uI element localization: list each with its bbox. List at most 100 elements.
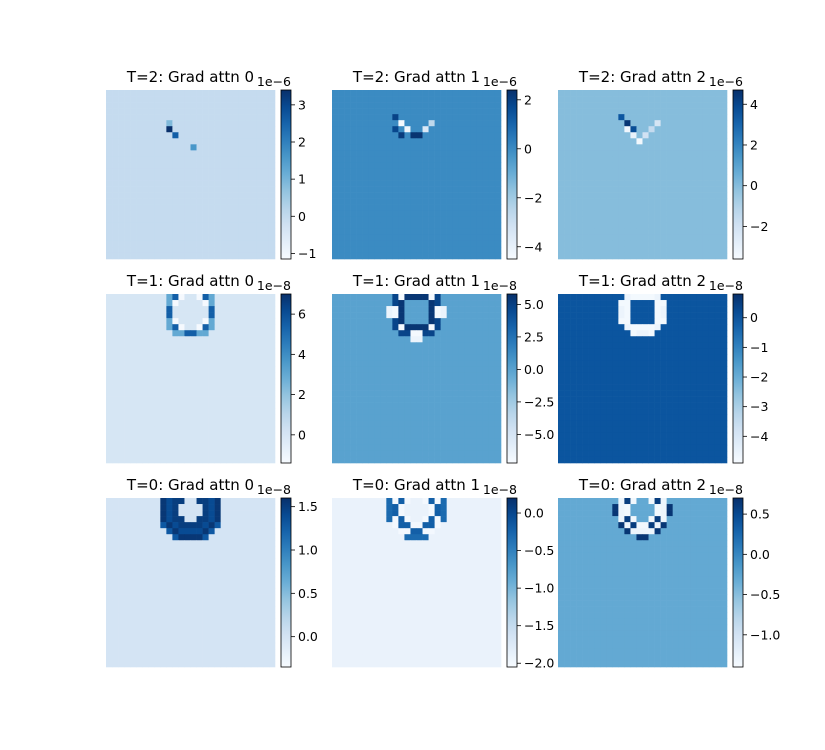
heatmap-cell xyxy=(344,402,351,409)
heatmap-cell xyxy=(666,384,673,391)
heatmap-cell xyxy=(702,306,710,313)
heatmap-cell xyxy=(142,324,149,331)
heatmap-cell xyxy=(226,330,234,337)
heatmap-cell xyxy=(428,252,435,260)
heatmap-cell xyxy=(172,456,179,464)
heatmap-cell xyxy=(220,384,228,391)
heatmap-cell xyxy=(558,216,565,224)
heatmap-cell xyxy=(220,246,228,254)
heatmap-cell xyxy=(684,402,692,409)
heatmap-cell xyxy=(368,138,375,145)
heatmap-cell xyxy=(112,510,119,517)
heatmap-cell xyxy=(428,132,435,139)
colorbar-tick-label: −5.0 xyxy=(524,427,554,442)
heatmap-cell xyxy=(262,102,270,109)
heatmap-cell xyxy=(660,330,667,337)
heatmap-cell xyxy=(130,456,137,464)
heatmap-cell xyxy=(244,102,252,109)
heatmap-cell xyxy=(440,156,447,163)
heatmap-cell xyxy=(482,252,490,260)
heatmap-cell xyxy=(714,420,722,428)
heatmap-cell xyxy=(564,294,571,301)
heatmap-cell xyxy=(570,312,577,319)
heatmap-cell xyxy=(434,186,441,193)
heatmap-cell xyxy=(136,390,143,397)
heatmap-cell xyxy=(250,240,258,248)
heatmap-cell xyxy=(470,348,478,355)
heatmap-cell xyxy=(440,336,447,343)
heatmap-cell xyxy=(672,414,680,422)
heatmap-cell xyxy=(428,120,435,127)
heatmap-cell xyxy=(368,192,375,199)
heatmap-cell xyxy=(356,90,363,97)
heatmap-cell xyxy=(136,510,143,517)
heatmap-cell xyxy=(404,402,411,409)
heatmap-cell xyxy=(576,324,583,331)
heatmap-cell xyxy=(184,348,191,355)
heatmap-cell xyxy=(172,372,179,379)
heatmap-cell xyxy=(226,180,234,187)
heatmap-cell xyxy=(630,312,637,319)
heatmap-cell xyxy=(256,414,264,422)
heatmap-cell xyxy=(238,342,246,349)
heatmap-cell xyxy=(124,372,131,379)
heatmap-cell xyxy=(268,96,276,103)
heatmap-cell xyxy=(482,372,490,379)
heatmap-cell xyxy=(214,138,221,145)
heatmap-cell xyxy=(594,450,601,458)
heatmap-cell xyxy=(190,504,197,511)
heatmap-cell xyxy=(690,318,698,325)
heatmap-cell xyxy=(166,420,173,428)
heatmap-cell xyxy=(464,330,472,337)
heatmap-cell xyxy=(582,300,589,307)
heatmap-cell xyxy=(684,390,692,397)
heatmap-cell xyxy=(244,144,252,151)
heatmap-cell xyxy=(356,390,363,397)
heatmap-cell xyxy=(558,204,565,212)
heatmap-cell xyxy=(368,348,375,355)
heatmap-cell xyxy=(386,252,393,260)
heatmap-cell xyxy=(488,90,496,97)
heatmap-cell xyxy=(332,432,339,440)
heatmap-cell xyxy=(482,216,490,224)
heatmap-cell xyxy=(618,414,625,422)
heatmap-cell xyxy=(600,120,607,127)
heatmap-cell xyxy=(148,444,155,452)
heatmap-cell xyxy=(130,198,137,205)
heatmap-cell xyxy=(642,198,649,205)
heatmap-cell xyxy=(350,234,357,242)
heatmap-cell xyxy=(178,150,185,157)
heatmap-cell xyxy=(220,426,228,434)
heatmap-cell xyxy=(256,120,264,127)
heatmap-cell xyxy=(386,390,393,397)
heatmap-cell xyxy=(642,360,649,367)
heatmap-cell xyxy=(392,378,399,385)
heatmap-cell xyxy=(654,312,661,319)
heatmap-cell xyxy=(404,360,411,367)
heatmap-cell xyxy=(344,102,351,109)
heatmap-cell xyxy=(178,432,185,440)
heatmap-cell xyxy=(660,378,667,385)
heatmap-cell xyxy=(344,342,351,349)
heatmap-cell xyxy=(362,438,369,446)
heatmap-cell xyxy=(112,132,119,139)
heatmap-cell xyxy=(130,534,137,541)
heatmap-cell xyxy=(250,168,258,175)
heatmap-cell xyxy=(386,384,393,391)
heatmap-cell xyxy=(488,228,496,236)
heatmap-cell xyxy=(268,204,276,212)
heatmap-cell xyxy=(202,378,209,385)
heatmap-cell xyxy=(606,96,613,103)
heatmap-cell xyxy=(452,156,460,163)
heatmap-cell xyxy=(624,168,631,175)
heatmap-cell xyxy=(488,342,496,349)
heatmap-cell xyxy=(422,156,429,163)
heatmap-cell xyxy=(696,180,704,187)
heatmap-cell xyxy=(684,228,692,236)
heatmap-cell xyxy=(196,312,203,319)
heatmap-cell xyxy=(338,132,345,139)
heatmap-cell xyxy=(262,342,270,349)
heatmap-cell xyxy=(148,354,155,361)
heatmap-cell xyxy=(386,366,393,373)
